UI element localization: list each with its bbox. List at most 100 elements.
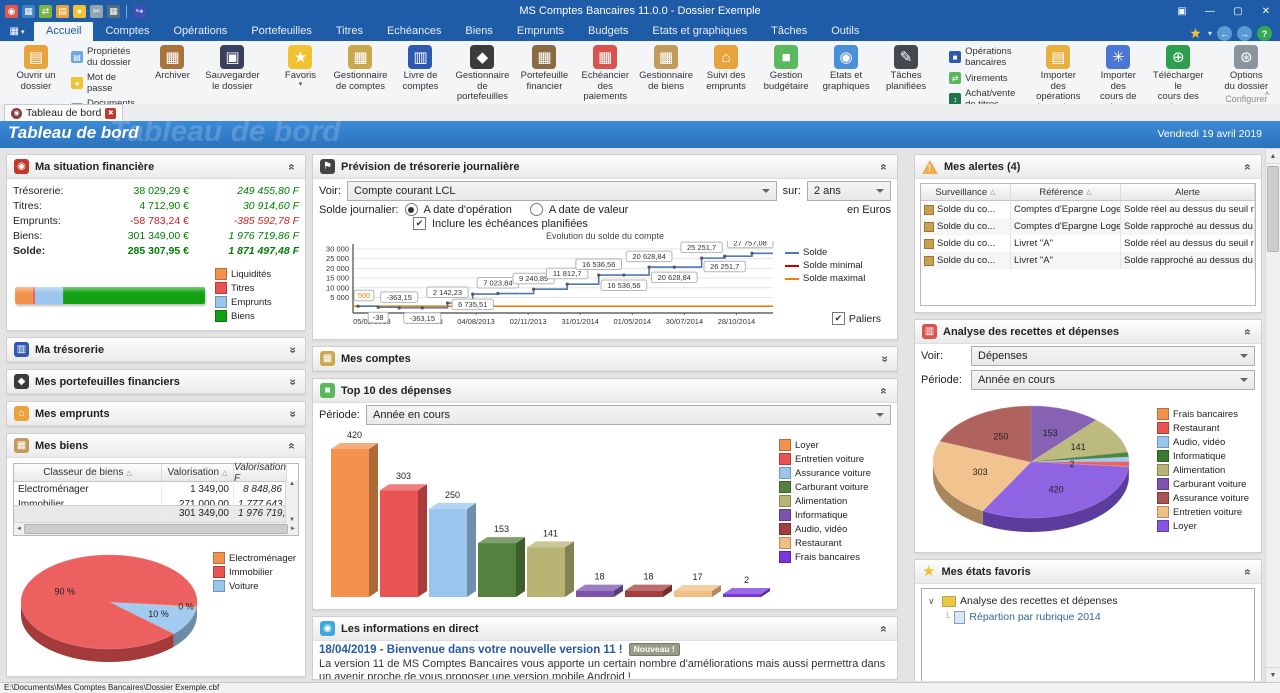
password-button[interactable]: ● Mot de passe (68, 71, 140, 95)
radio-date-valeur[interactable] (529, 203, 543, 216)
accounts-manager-button[interactable]: ▦ Gestionnaire de comptes (330, 42, 390, 92)
panel-situation-header[interactable]: ◉ Ma situation financière « (7, 155, 305, 179)
panel-prevision-header[interactable]: ⚑ Prévision de trésorerie journalière « (313, 155, 897, 179)
restore-button[interactable]: ▢ (1233, 5, 1243, 17)
help-icon[interactable]: ? (1257, 26, 1272, 41)
panel-mes-emprunts-header[interactable]: ⌂ Mes emprunts « (7, 402, 305, 426)
favorites-star-icon[interactable]: ★ (1189, 25, 1202, 41)
import-bank-operations-button[interactable]: ▤Importer des opérations bancaires (1028, 42, 1088, 105)
table-horizontal-scrollbar[interactable]: ◄ ► (14, 522, 298, 535)
file-menu-button[interactable]: ▦ ▾ (9, 26, 25, 37)
folder-options-button[interactable]: ⊛ Options du dossier (1216, 42, 1276, 92)
collapse-chevron-icon[interactable]: « (1241, 163, 1255, 170)
expand-chevron-icon[interactable]: « (285, 346, 299, 353)
periode-select[interactable]: Année en cours (365, 405, 891, 425)
column-header-classeur-de-biens[interactable]: Classeur de biens △ (14, 464, 162, 482)
expand-chevron-icon[interactable]: « (285, 410, 299, 417)
assets-manager-button[interactable]: ▦ Gestionnaire de biens (636, 42, 696, 92)
collapse-chevron-icon[interactable]: « (877, 163, 891, 170)
ribbon-tab-operations[interactable]: Opérations (173, 25, 228, 37)
panel-infos-header[interactable]: ◉ Les informations en direct « (313, 617, 897, 641)
portfolio-manager-button[interactable]: ◆ Gestionnaire de portefeuilles (450, 42, 514, 103)
open-folder-button[interactable]: ▤ Ouvrir un dossier (6, 42, 66, 92)
panel-mes-comptes-header[interactable]: ▦ Mes comptes « (313, 347, 897, 371)
column-header-surveillance[interactable]: Surveillance △ (921, 184, 1011, 201)
ribbon-collapse-button[interactable]: ^ (1264, 90, 1270, 100)
account-select[interactable]: Compte courant LCL (347, 181, 777, 201)
minimize-button[interactable]: — (1205, 5, 1215, 17)
folder-properties-button[interactable]: ▤ Propriétés du dossier (68, 45, 140, 69)
account-book-button[interactable]: ▥ Livre de comptes (390, 42, 450, 92)
column-header-reference[interactable]: Référence △ (1011, 184, 1121, 201)
tree-node-repartition[interactable]: └ Répartion par rubrique 2014 (928, 609, 1248, 625)
doc-tab-tableau-de-bord[interactable]: ◉ Tableau de bord ✖ (4, 104, 124, 121)
panel-alertes-header[interactable]: ! Mes alertes (4) « (915, 155, 1261, 179)
import-security-prices-button[interactable]: ✳Importer des cours de titres (1088, 42, 1148, 105)
collapse-chevron-icon[interactable]: « (877, 625, 891, 632)
scrollbar-thumb[interactable] (23, 524, 289, 534)
sync-icon[interactable]: ⇄ (39, 4, 52, 18)
panel-biens-header[interactable]: ▦ Mes biens « (7, 434, 305, 458)
collapse-chevron-icon[interactable]: « (285, 163, 299, 170)
panel-etats-favoris-header[interactable]: ★ Mes états favoris « (915, 560, 1261, 584)
ribbon-tab-titres[interactable]: Titres (335, 25, 363, 37)
scroll-down-icon[interactable]: ▼ (1265, 667, 1280, 683)
financial-portfolio-button[interactable]: ▦ Portefeuille financier (514, 42, 574, 92)
ribbon-tab-biens[interactable]: Biens (465, 25, 493, 37)
payment-schedule-button[interactable]: ▦ Echéancier des paiements (574, 42, 636, 103)
ribbon-tab-taches[interactable]: Tâches (771, 25, 808, 37)
duration-select[interactable]: 2 ans (807, 181, 891, 201)
scheduled-tasks-button[interactable]: ✎ Tâches planifiées (876, 42, 936, 92)
loans-tracking-button[interactable]: ⌂ Suivi des emprunts (696, 42, 756, 92)
ribbon-tab-echeances[interactable]: Echéances (386, 25, 442, 37)
tree-caret-icon[interactable]: ∨ (928, 595, 935, 606)
panel-analyse-header[interactable]: ▥ Analyse des recettes et dépenses « (915, 320, 1261, 344)
download-security-prices-button[interactable]: ⊕Télécharger le cours des titres (1148, 42, 1208, 105)
print-icon[interactable]: ▦ (107, 4, 120, 18)
ribbon-tab-accueil[interactable]: Accueil (34, 22, 94, 41)
favorites-caret-icon[interactable]: ▾ (1207, 29, 1212, 38)
ribbon-tab-outils[interactable]: Outils (831, 25, 860, 37)
expand-chevron-icon[interactable]: « (285, 378, 299, 385)
save-folder-button[interactable]: ▣ Sauvegarder le dossier (202, 42, 262, 92)
bank-operations-button[interactable]: ■ Opérations bancaires (946, 45, 1018, 69)
collapse-chevron-icon[interactable]: « (1241, 328, 1255, 335)
scrollbar-thumb[interactable] (1267, 166, 1279, 252)
lock-icon[interactable]: ● (73, 4, 86, 18)
collapse-chevron-icon[interactable]: « (877, 387, 891, 394)
buy-sell-securities-button[interactable]: ↕ Achat/vente de titres (946, 87, 1018, 105)
archive-button[interactable]: ▦ Archiver (142, 42, 202, 82)
back-icon[interactable]: ← (1217, 26, 1232, 41)
open-folder-icon[interactable]: ▤ (56, 4, 69, 18)
reports-charts-button[interactable]: ◉ Etats et graphiques (816, 42, 876, 92)
ribbon-tab-etats-et-graphiques[interactable]: Etats et graphiques (652, 25, 748, 37)
analyse-periode-select[interactable]: Année en cours (971, 370, 1255, 390)
checkbox-echeances-planifiees[interactable]: ✔ (413, 217, 426, 230)
panel-top10-header[interactable]: ■ Top 10 des dépenses « (313, 379, 897, 403)
ribbon-tab-portefeuilles[interactable]: Portefeuilles (251, 25, 312, 37)
exit-icon[interactable]: ↪ (133, 4, 146, 18)
close-button[interactable]: ✕ (1261, 5, 1271, 17)
window-style-button[interactable]: ▣ (1177, 5, 1187, 17)
checkbox-paliers[interactable]: ✔ (831, 312, 845, 325)
ribbon-tab-budgets[interactable]: Budgets (588, 25, 629, 37)
panel-ma-tresorerie-header[interactable]: ▥ Ma trésorerie « (7, 338, 305, 362)
analyse-voir-select[interactable]: Dépenses (971, 346, 1255, 366)
accounts-icon[interactable]: ▦ (22, 4, 35, 18)
collapse-chevron-icon[interactable]: « (1241, 568, 1255, 575)
radio-date-operation[interactable] (404, 203, 418, 216)
tree-node-analyse[interactable]: ∨ Analyse des recettes et dépenses (928, 593, 1248, 609)
collapse-chevron-icon[interactable]: « (285, 442, 299, 449)
column-header-valorisation[interactable]: Valorisation △ (162, 464, 234, 482)
favorites-button[interactable]: ★ Favoris ▾ (270, 42, 330, 88)
transfers-button[interactable]: ⇄ Virements (946, 71, 1018, 85)
panel-mes-portefeuilles-header[interactable]: ◆ Mes portefeuilles financiers « (7, 370, 305, 394)
column-header-valorisation-f[interactable]: Valorisation F (234, 461, 287, 484)
vertical-scrollbar[interactable]: ▲ ▼ (1265, 148, 1280, 683)
tab-close-icon[interactable]: ✖ (105, 107, 117, 119)
table-vertical-scrollbar[interactable]: ▲ ▼ (285, 481, 298, 523)
expand-chevron-icon[interactable]: « (877, 355, 891, 362)
ribbon-tab-comptes[interactable]: Comptes (105, 25, 150, 37)
cut-icon[interactable]: ✂ (90, 4, 103, 18)
ribbon-tab-emprunts[interactable]: Emprunts (516, 25, 564, 37)
